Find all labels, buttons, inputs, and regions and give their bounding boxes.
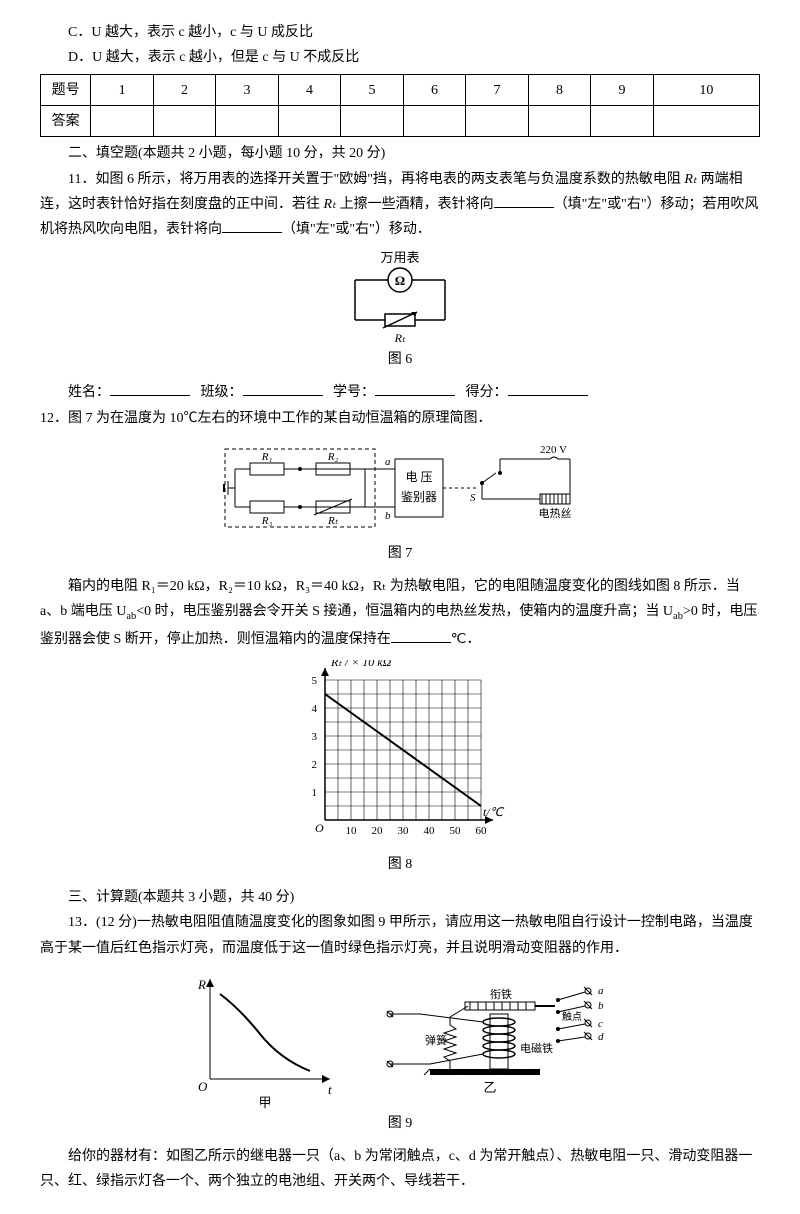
svg-text:30: 30	[398, 825, 410, 837]
svg-text:电热丝: 电热丝	[539, 507, 572, 520]
diagram-icon: R t O 甲 电磁铁	[180, 969, 620, 1109]
svg-text:t: t	[328, 1082, 332, 1097]
svg-text:O: O	[315, 821, 324, 835]
svg-text:R₂: R₂	[327, 451, 339, 463]
svg-text:5: 5	[312, 675, 318, 687]
svg-text:d: d	[598, 1031, 604, 1043]
svg-text:触点: 触点	[562, 1010, 582, 1023]
svg-text:220 V: 220 V	[540, 444, 567, 456]
question-13-materials: 给你的器材有：如图乙所示的继电器一只（a、b 为常闭触点，c、d 为常开触点）、…	[40, 1144, 760, 1194]
svg-text:电磁铁: 电磁铁	[520, 1042, 553, 1055]
svg-text:电 压: 电 压	[405, 470, 432, 484]
blank-input[interactable]	[508, 381, 588, 396]
circuit-diagram-icon: R₁ R₂ R₃ Rₜ a b 电 压 鉴别器 S	[220, 439, 580, 539]
svg-text:c: c	[598, 1018, 603, 1030]
svg-text:R₁: R₁	[261, 451, 273, 463]
svg-text:O: O	[198, 1079, 208, 1094]
option-d: D．U 越大，表示 c 越小，但是 c 与 U 不成反比	[40, 45, 760, 70]
svg-text:Ω: Ω	[395, 273, 405, 288]
svg-text:Rₜ: Rₜ	[394, 331, 406, 345]
row-label: 题号	[41, 75, 91, 106]
svg-text:衔铁: 衔铁	[490, 988, 512, 1001]
svg-text:乙: 乙	[483, 1080, 496, 1095]
question-12-intro: 12．图 7 为在温度为 10℃左右的环境中工作的某自动恒温箱的原理简图．	[40, 406, 760, 431]
svg-text:万用表: 万用表	[380, 250, 419, 265]
svg-text:R₃: R₃	[261, 515, 273, 527]
svg-text:a: a	[598, 985, 604, 997]
circuit-diagram-icon: 万用表 Ω Rₜ	[335, 250, 465, 345]
svg-text:Rₜ: Rₜ	[327, 515, 339, 527]
figure-9: R t O 甲 电磁铁	[40, 969, 760, 1136]
svg-text:60: 60	[476, 825, 488, 837]
table-row: 题号 1 2 3 4 5 6 7 8 9 10	[41, 75, 760, 106]
figure-8: 10203040506012345ORₜ / × 10 kΩt/℃ 图 8	[40, 660, 760, 877]
blank-input[interactable]	[110, 381, 190, 396]
svg-text:20: 20	[372, 825, 384, 837]
figure-6: 万用表 Ω Rₜ 图 6	[40, 250, 760, 372]
svg-text:2: 2	[312, 759, 318, 771]
svg-text:40: 40	[424, 825, 436, 837]
blank-input[interactable]	[494, 193, 554, 208]
answer-table: 题号 1 2 3 4 5 6 7 8 9 10 答案	[40, 74, 760, 137]
blank-input[interactable]	[375, 381, 455, 396]
svg-text:b: b	[385, 510, 391, 522]
line-chart-icon: 10 20 30 40 50 60 1 2 3 4 5 O Rₜ / × 10 kΩ t/℃	[285, 660, 515, 850]
svg-text:甲: 甲	[258, 1095, 271, 1109]
svg-text:Rₜ / × 10 kΩ: Rₜ / × 10 kΩ	[330, 660, 392, 669]
question-13: 13．(12 分)一热敏电阻阻值随温度变化的图象如图 9 甲所示，请应用这一热敏…	[40, 910, 760, 960]
section-3-title: 三、计算题(本题共 3 小题，共 40 分)	[40, 885, 760, 910]
svg-text:S: S	[470, 492, 476, 504]
figure-7: R₁ R₂ R₃ Rₜ a b 电 压 鉴别器 S	[40, 439, 760, 566]
svg-text:1: 1	[312, 787, 318, 799]
section-2-title: 二、填空题(本题共 2 小题，每小题 10 分，共 20 分)	[40, 141, 760, 166]
option-c: C．U 越大，表示 c 越小，c 与 U 成反比	[40, 20, 760, 45]
blank-input[interactable]	[243, 381, 323, 396]
svg-text:弹簧: 弹簧	[425, 1033, 447, 1047]
svg-text:t/℃: t/℃	[483, 805, 505, 819]
student-info: 姓名： 班级： 学号： 得分：	[40, 380, 760, 405]
svg-text:R: R	[197, 977, 206, 992]
question-11: 11．如图 6 所示，将万用表的选择开关置于"欧姆"挡，再将电表的两支表笔与负温…	[40, 167, 760, 243]
svg-text:鉴别器: 鉴别器	[401, 490, 437, 504]
svg-text:10: 10	[346, 825, 358, 837]
question-12-body: 箱内的电阻 R₁＝20 kΩ，R₂＝10 kΩ，R₃＝40 kΩ，Rₜ 为热敏电…	[40, 574, 760, 652]
blank-input[interactable]	[391, 628, 451, 643]
row-label: 答案	[41, 106, 91, 137]
table-row: 答案	[41, 106, 760, 137]
svg-text:50: 50	[450, 825, 462, 837]
svg-text:a: a	[385, 456, 391, 468]
svg-text:b: b	[598, 1000, 604, 1012]
svg-text:3: 3	[312, 731, 318, 743]
svg-text:4: 4	[312, 703, 318, 715]
blank-input[interactable]	[222, 218, 282, 233]
